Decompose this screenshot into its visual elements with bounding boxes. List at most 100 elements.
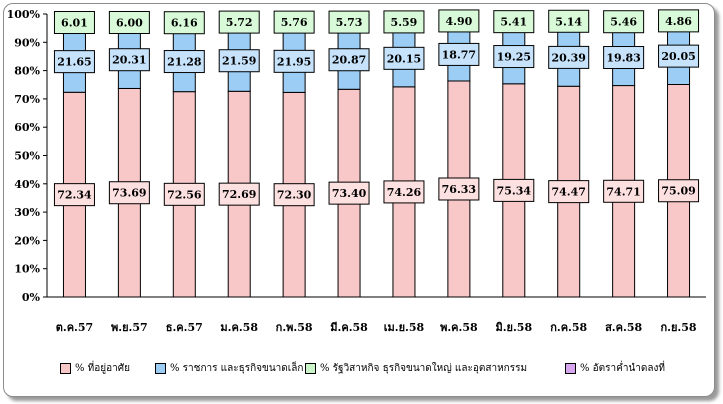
data-label: 6.00 xyxy=(116,16,143,29)
legend-swatch xyxy=(565,362,576,374)
data-label-box xyxy=(383,180,425,204)
data-label: 21.59 xyxy=(222,55,256,68)
data-label: 4.86 xyxy=(665,15,692,28)
data-label: 74.71 xyxy=(606,185,640,198)
legend-label: % อัตราค่ำนำดลงที่ xyxy=(580,362,666,374)
data-label: 20.31 xyxy=(112,54,146,67)
y-tick-label: 10% xyxy=(14,263,40,276)
data-label: 5.46 xyxy=(610,16,637,29)
legend-swatch xyxy=(155,362,166,374)
y-tick-label: 80% xyxy=(14,65,40,78)
data-label: 4.90 xyxy=(445,15,472,28)
data-label-box xyxy=(603,179,645,203)
data-label-box xyxy=(603,46,645,70)
legend-swatch xyxy=(60,362,71,374)
x-tick-label: ม.ค.58 xyxy=(220,321,258,334)
data-label-box xyxy=(53,183,95,207)
legend-item: % รัฐวิสาหกิจ ธุรกิจขนาดใหญ่ และอุตสาหกร… xyxy=(305,360,527,376)
data-label-box xyxy=(438,177,480,201)
data-label: 19.83 xyxy=(606,52,640,65)
x-tick-label: ธ.ค.57 xyxy=(166,321,203,334)
x-tick-label: เม.ย.58 xyxy=(384,321,425,334)
legend-item: % ที่อยู่อาศัย xyxy=(60,360,130,376)
data-label: 20.39 xyxy=(551,51,585,64)
data-label: 20.05 xyxy=(661,50,695,63)
data-label-box xyxy=(108,10,150,34)
data-label-box xyxy=(163,11,205,35)
x-tick-label: ก.ย.58 xyxy=(661,321,697,334)
data-label: 21.65 xyxy=(57,56,91,69)
x-tick-label: มิ.ย.58 xyxy=(495,321,532,334)
data-label: 19.25 xyxy=(497,51,531,64)
data-label-box xyxy=(108,48,150,72)
data-label-box xyxy=(53,11,95,35)
data-label: 72.30 xyxy=(277,189,312,202)
data-label: 75.09 xyxy=(661,185,695,198)
y-tick-label: 90% xyxy=(14,36,40,49)
x-tick-label: ก.ค.58 xyxy=(550,321,587,334)
y-tick-label: 70% xyxy=(14,93,40,106)
data-label-box xyxy=(53,50,95,74)
data-label-box xyxy=(383,46,425,70)
data-label: 20.87 xyxy=(332,54,366,67)
data-label: 21.28 xyxy=(167,56,202,69)
data-label: 72.34 xyxy=(57,189,92,202)
data-label: 21.95 xyxy=(277,55,311,68)
data-label-box xyxy=(493,10,535,34)
data-label: 5.76 xyxy=(281,16,308,29)
data-label-box xyxy=(658,179,700,203)
data-label-box xyxy=(493,45,535,69)
data-label-box xyxy=(493,178,535,202)
data-label: 76.33 xyxy=(442,183,476,196)
data-label-box xyxy=(218,49,260,73)
data-label: 5.59 xyxy=(391,16,418,29)
legend-item: % ราชการ และธุรกิจขนาดเล็ก xyxy=(155,360,303,376)
x-tick-label: ก.พ.58 xyxy=(276,321,313,334)
x-tick-label: ส.ค.58 xyxy=(605,321,642,334)
x-tick-label: พ.ค.58 xyxy=(440,321,478,334)
data-label: 72.56 xyxy=(167,188,202,201)
data-label-box xyxy=(273,10,315,34)
data-label: 73.40 xyxy=(332,187,367,200)
legend-label: % ที่อยู่อาศัย xyxy=(75,362,130,374)
data-label-box xyxy=(218,182,260,206)
data-label-box xyxy=(273,183,315,207)
y-tick-label: 100% xyxy=(7,8,41,21)
x-tick-label: ต.ค.57 xyxy=(56,321,93,334)
data-label: 5.14 xyxy=(555,15,582,28)
data-label: 6.01 xyxy=(61,17,88,30)
data-label: 5.72 xyxy=(226,16,253,29)
data-label: 20.15 xyxy=(387,52,421,65)
data-label-box xyxy=(163,182,205,206)
legend-swatch xyxy=(305,362,316,374)
x-tick-label: พ.ย.57 xyxy=(111,321,148,334)
data-label: 5.41 xyxy=(500,16,527,29)
y-tick-label: 20% xyxy=(14,234,40,247)
data-label-box xyxy=(603,10,645,34)
data-label: 18.77 xyxy=(442,48,476,61)
data-label-box xyxy=(548,9,590,33)
y-tick-label: 30% xyxy=(14,206,40,219)
data-label-box xyxy=(218,10,260,34)
y-tick-label: 40% xyxy=(14,178,40,191)
data-label: 75.34 xyxy=(497,184,532,197)
data-label: 5.73 xyxy=(336,16,363,29)
data-label-box xyxy=(328,48,370,72)
data-label: 6.16 xyxy=(171,17,198,30)
data-label: 74.26 xyxy=(387,186,422,199)
y-tick-label: 50% xyxy=(14,150,40,163)
data-label-box xyxy=(163,50,205,74)
data-label: 72.69 xyxy=(222,188,256,201)
data-label-box xyxy=(438,9,480,33)
y-tick-label: 0% xyxy=(22,291,41,304)
data-label-box xyxy=(548,45,590,69)
data-label: 73.69 xyxy=(112,187,146,200)
legend: % ที่อยู่อาศัย % ราชการ และธุรกิจขนาดเล็ก… xyxy=(60,360,710,378)
data-label-box xyxy=(108,181,150,205)
data-label-box xyxy=(328,181,370,205)
data-label-box xyxy=(658,44,700,68)
data-label-box xyxy=(658,9,700,33)
data-label-box xyxy=(328,10,370,34)
data-label-box xyxy=(548,180,590,204)
